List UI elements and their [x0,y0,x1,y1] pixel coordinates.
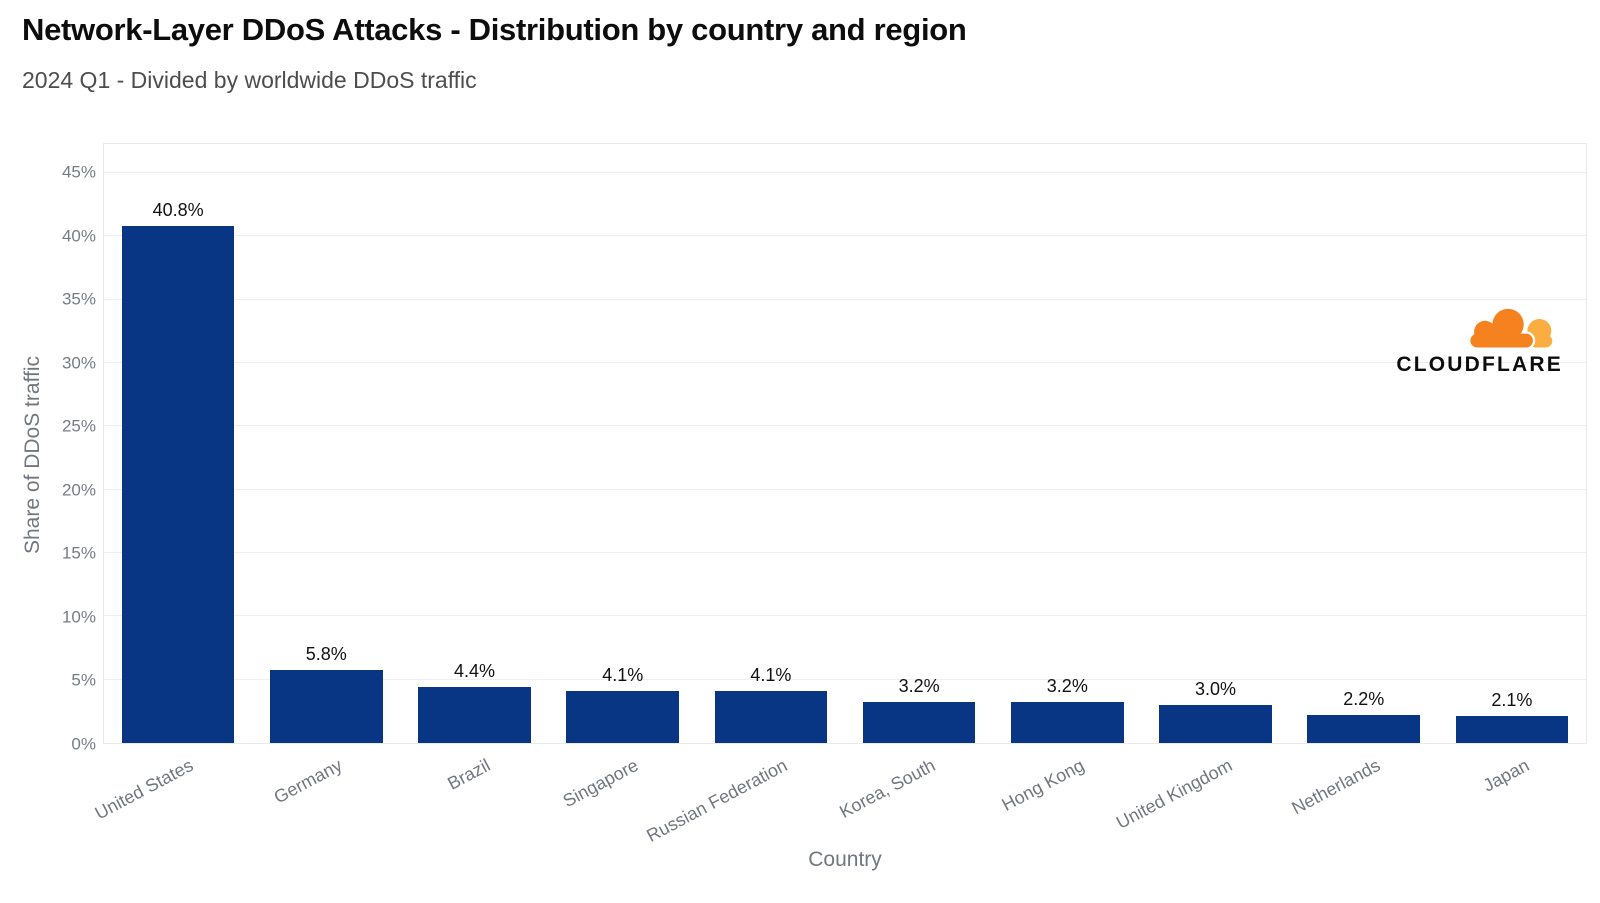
x-tick-label: Hong Kong [998,755,1087,815]
x-tick-label: United States [91,755,197,824]
x-tick-label: Russian Federation [642,755,791,846]
bar-hong-kong[interactable] [1011,702,1124,743]
bar-singapore[interactable] [566,691,680,743]
bar-slot: 4.1% [549,144,697,743]
bar-germany[interactable] [269,669,383,743]
page-title: Network-Layer DDoS Attacks - Distributio… [22,12,967,47]
bar-united-states[interactable] [121,226,235,743]
bar-value-label: 3.0% [1195,679,1237,700]
y-tick-label: 15% [61,543,96,563]
bar-brazil[interactable] [418,687,531,743]
bar-netherlands[interactable] [1307,715,1421,743]
gridline [104,615,1586,617]
gridline [104,552,1586,554]
x-tick-label: Germany [270,755,345,808]
gridline [104,425,1586,427]
page-subtitle: 2024 Q1 - Divided by worldwide DDoS traf… [22,67,477,93]
gridline [104,172,1586,174]
x-axis-labels: United States Germany Brazil Singapore Russi… [92,745,1587,846]
bar-value-label: 5.8% [305,643,347,664]
bar-korea-south[interactable] [862,702,976,743]
bar-value-label: 40.8% [152,200,204,221]
cloudflare-cloud-icon [1468,307,1553,350]
bar-slot: 4.4% [400,144,548,743]
bar-slot: 2.1% [1438,144,1586,743]
x-tick-label: Brazil [444,755,494,794]
x-tick-label: United Kingdom [1112,755,1236,833]
bar-slot: 3.2% [993,144,1141,743]
y-tick-label: 10% [61,607,96,627]
bar-russian-federation[interactable] [714,691,828,743]
y-tick-label: 30% [61,353,96,373]
x-tick-label: Singapore [559,755,642,812]
bar-value-label: 4.1% [602,665,644,686]
bar-slot: 40.8% [104,144,252,743]
y-tick-label: 35% [61,289,96,309]
bar-value-label: 2.1% [1491,690,1533,711]
y-tick-label: 0% [71,734,96,754]
cloudflare-wordmark: CLOUDFLARE [1396,353,1563,376]
bar-united-kingdom[interactable] [1159,705,1272,743]
gridline [104,488,1586,490]
gridline [104,678,1586,680]
bars: 40.8% 5.8% 4.4% 4.1% 4.1% 3.2% 3.2% 3.0% 2.2% 2.1… [104,144,1586,743]
y-tick-label: 5% [71,670,96,690]
bar-japan[interactable] [1455,716,1569,743]
bar-value-label: 4.1% [750,665,792,686]
x-axis-title: Country [808,848,882,871]
bar-slot: 3.2% [845,144,993,743]
x-tick-label: Netherlands [1288,755,1384,819]
plot-area: 40.8% 5.8% 4.4% 4.1% 4.1% 3.2% 3.2% 3.0% 2.2% 2.1… [103,143,1587,744]
bar-slot: 3.0% [1141,144,1289,743]
bar-slot: 4.1% [697,144,845,743]
bar-value-label: 2.2% [1343,689,1385,710]
y-tick-label: 45% [61,162,96,182]
bar-value-label: 3.2% [898,676,940,697]
bar-value-label: 3.2% [1046,676,1088,697]
bar-value-label: 4.4% [453,661,496,682]
cloudflare-logo: CLOUDFLARE [1353,307,1563,375]
gridline [104,298,1586,300]
gridline [104,362,1586,364]
gridline [104,235,1586,237]
x-tick-label: Korea, South [836,755,939,822]
y-tick-label: 40% [61,226,96,246]
bar-slot: 5.8% [252,144,400,743]
y-tick-label: 25% [61,416,96,436]
y-axis-ticks: 0% 5% 10% 15% 20% 25% 30% 35% 40% 45% [0,143,96,753]
y-tick-label: 20% [61,480,96,500]
x-tick-label: Japan [1479,755,1533,796]
bar-slot: 2.2% [1290,144,1438,743]
